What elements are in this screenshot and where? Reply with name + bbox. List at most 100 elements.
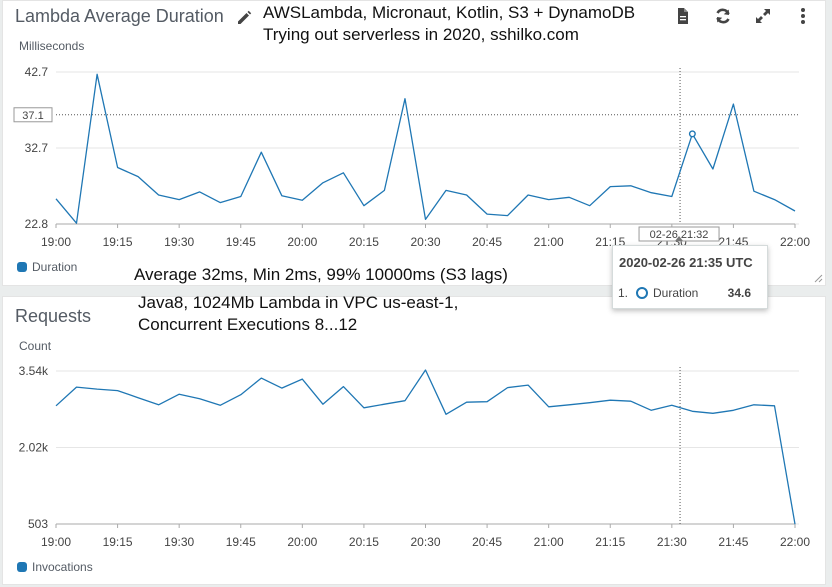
kebab-menu-icon[interactable] [793,6,813,26]
data-point [445,189,447,191]
data-point [281,387,283,389]
legend-item-invocations[interactable]: Invocations [17,560,93,574]
data-point [178,199,180,201]
series-line [55,73,796,224]
x-tick-label: 19:15 [103,535,133,549]
data-point [425,369,427,371]
data-point [342,172,344,174]
data-point [650,192,652,194]
data-point [527,194,529,196]
annotation-env-line-2: Concurrent Executions 8...12 [138,315,358,334]
data-point [650,409,652,411]
data-point [178,393,180,395]
y-tick-label: 22.8 [25,217,49,231]
data-point [322,182,324,184]
data-point [445,413,447,415]
x-tick-label: 19:45 [226,535,256,549]
hover-time-caret [675,236,684,241]
x-tick-label: 19:30 [164,535,194,549]
legend-item-duration[interactable]: Duration [17,260,77,274]
duration-chart[interactable]: 42.7 32.7 22.8 19:00 19:15 19:30 19:45 20:00 20:… [3,1,827,287]
legend-swatch [17,562,27,572]
annotation-stats: Average 32ms, Min 2ms, 99% 10000ms (S3 l… [134,265,508,284]
y-tick-label: 42.7 [25,65,49,79]
data-point [260,151,262,153]
requests-chart[interactable]: 3.54k 2.02k 503 19:00 19:15 19:30 19:45 20:00 20… [3,297,827,586]
data-point [260,377,262,379]
tooltip-rank: 1. [618,286,629,300]
data-point [466,194,468,196]
data-point [76,386,78,388]
x-tick-label: 21:45 [718,535,748,549]
data-point [548,406,550,408]
data-point [753,404,755,406]
data-point [240,196,242,198]
tooltip-time: 2020-02-26 21:35 UTC [619,255,753,270]
hover-tooltip: 2020-02-26 21:35 UTC 1. Duration 34.6 [612,245,768,309]
data-point [117,166,119,168]
data-point [322,403,324,405]
data-point [732,103,734,105]
data-point [383,189,385,191]
legend-label: Duration [32,260,78,274]
data-point [773,405,775,407]
data-point [794,210,796,212]
data-point [425,218,427,220]
x-tick-label: 20:15 [349,235,379,249]
annotation-title-line-1: AWSLambda, Micronaut, Kotlin, S3 + Dynam… [263,3,636,22]
x-tick-label: 19:45 [226,235,256,249]
expand-icon[interactable] [753,6,773,26]
data-point [199,191,201,193]
widget-title: Requests [15,306,92,326]
resize-handle[interactable] [813,273,823,283]
data-point [732,409,734,411]
series-line [55,369,796,525]
x-tick-label: 20:30 [410,535,440,549]
pencil-icon[interactable] [235,8,253,26]
data-point [609,186,611,188]
x-tick-label: 21:15 [595,535,625,549]
data-point [363,407,365,409]
data-point [568,404,570,406]
data-point [55,198,57,200]
data-point [219,404,221,406]
tooltip-value: 34.6 [727,286,751,300]
x-tick-label: 21:00 [534,535,564,549]
data-point [753,190,755,192]
document-icon[interactable] [673,6,693,26]
data-point [712,412,714,414]
series-marker-icon [636,287,648,299]
data-point [486,213,488,215]
x-tick-label: 22:00 [780,235,810,249]
y-tick-label: 3.54k [19,364,49,378]
x-tick-label: 20:00 [287,235,317,249]
refresh-icon[interactable] [713,6,733,26]
x-tick-label: 22:00 [780,535,810,549]
legend-label: Invocations [32,560,93,574]
data-point [301,378,303,380]
data-point [404,400,406,402]
legend-swatch [17,262,27,272]
hover-value-box [13,107,53,123]
highlight-point [688,130,696,138]
x-tick-label: 20:45 [472,535,502,549]
data-point [589,402,591,404]
x-tick-label: 21:30 [657,535,687,549]
data-point [691,410,693,412]
x-tick-label: 19:15 [103,235,133,249]
data-point [219,202,221,204]
data-point [671,196,673,198]
tooltip-series: Duration [653,286,699,300]
x-tick-label: 20:30 [410,235,440,249]
hover-time-label: 02-26 21:32 [650,229,709,241]
data-point [117,390,119,392]
data-point [548,199,550,201]
y-tick-label: 2.02k [19,441,49,455]
data-point [301,199,303,201]
data-point [630,185,632,187]
data-point [794,523,796,525]
data-point [199,398,201,400]
data-point [609,399,611,401]
data-point [137,397,139,399]
data-point [773,199,775,201]
